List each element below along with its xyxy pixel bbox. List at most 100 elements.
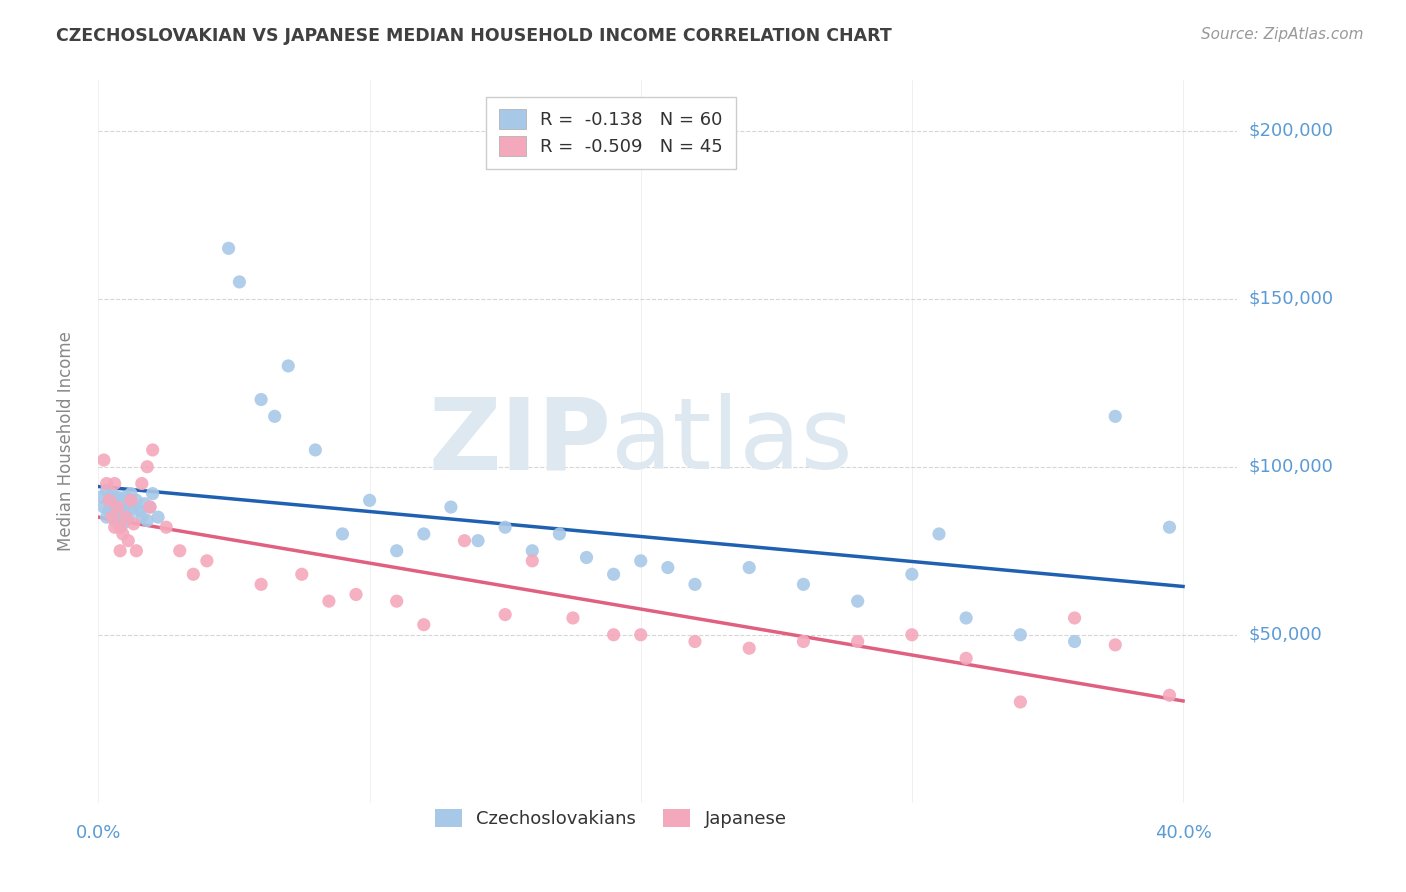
Point: [494, 607, 516, 622]
Point: [128, 503, 150, 517]
Point: [96, 483, 118, 498]
Point: [134, 497, 156, 511]
Point: [107, 500, 129, 514]
Point: [1010, 695, 1032, 709]
Point: [117, 497, 139, 511]
Point: [96, 510, 118, 524]
Point: [263, 409, 285, 424]
Point: [101, 510, 124, 524]
Legend: Czechoslovakians, Japanese: Czechoslovakians, Japanese: [426, 800, 796, 837]
Point: [385, 543, 408, 558]
Point: [117, 510, 139, 524]
Point: [104, 520, 127, 534]
Point: [792, 577, 814, 591]
Point: [101, 507, 124, 521]
Point: [96, 476, 118, 491]
Point: [467, 533, 489, 548]
Point: [575, 550, 598, 565]
Point: [630, 554, 652, 568]
Point: [169, 543, 191, 558]
Point: [304, 442, 326, 457]
Point: [250, 392, 273, 407]
Point: [359, 493, 381, 508]
Point: [846, 634, 869, 648]
Text: ZIP: ZIP: [427, 393, 612, 490]
Point: [98, 503, 121, 517]
Point: [136, 459, 159, 474]
Point: [142, 442, 165, 457]
Text: atlas: atlas: [612, 393, 852, 490]
Point: [955, 611, 977, 625]
Point: [107, 503, 129, 517]
Point: [846, 594, 869, 608]
Point: [108, 520, 131, 534]
Point: [602, 628, 624, 642]
Point: [139, 500, 162, 514]
Point: [120, 493, 142, 508]
Point: [738, 641, 761, 656]
Point: [440, 500, 463, 514]
Text: CZECHOSLOVAKIAN VS JAPANESE MEDIAN HOUSEHOLD INCOME CORRELATION CHART: CZECHOSLOVAKIAN VS JAPANESE MEDIAN HOUSE…: [56, 27, 891, 45]
Point: [125, 493, 148, 508]
Point: [117, 533, 139, 548]
Point: [90, 490, 112, 504]
Point: [928, 527, 950, 541]
Point: [142, 486, 165, 500]
Point: [183, 567, 205, 582]
Point: [111, 500, 134, 514]
Point: [146, 510, 169, 524]
Text: Source: ZipAtlas.com: Source: ZipAtlas.com: [1201, 27, 1364, 42]
Point: [453, 533, 475, 548]
Point: [738, 560, 761, 574]
Text: $200,000: $200,000: [1249, 121, 1333, 140]
Point: [228, 275, 250, 289]
Point: [657, 560, 679, 574]
Point: [792, 634, 814, 648]
Point: [120, 486, 142, 500]
Point: [412, 527, 434, 541]
Point: [93, 453, 115, 467]
Point: [104, 497, 127, 511]
Point: [548, 527, 571, 541]
Point: [332, 527, 354, 541]
Point: [98, 493, 121, 508]
Point: [385, 594, 408, 608]
Text: $50,000: $50,000: [1249, 626, 1322, 644]
Point: [602, 567, 624, 582]
Point: [111, 527, 134, 541]
Point: [630, 628, 652, 642]
Point: [522, 554, 544, 568]
Point: [93, 500, 115, 514]
Point: [318, 594, 340, 608]
Point: [901, 567, 924, 582]
Point: [131, 476, 153, 491]
Point: [108, 543, 131, 558]
Point: [108, 510, 131, 524]
Point: [277, 359, 299, 373]
Point: [901, 628, 924, 642]
Point: [522, 543, 544, 558]
Point: [139, 500, 162, 514]
Text: $100,000: $100,000: [1249, 458, 1333, 475]
Point: [683, 577, 706, 591]
Point: [155, 520, 177, 534]
Point: [122, 516, 145, 531]
Point: [114, 510, 136, 524]
Text: $150,000: $150,000: [1249, 290, 1333, 308]
Point: [98, 493, 121, 508]
Point: [683, 634, 706, 648]
Text: 40.0%: 40.0%: [1154, 823, 1212, 842]
Point: [107, 490, 129, 504]
Point: [136, 514, 159, 528]
Point: [104, 476, 127, 491]
Point: [108, 493, 131, 508]
Y-axis label: Median Household Income: Median Household Income: [56, 332, 75, 551]
Point: [1104, 638, 1126, 652]
Point: [344, 587, 367, 601]
Point: [101, 486, 124, 500]
Point: [494, 520, 516, 534]
Point: [125, 543, 148, 558]
Point: [131, 510, 153, 524]
Point: [250, 577, 273, 591]
Point: [114, 490, 136, 504]
